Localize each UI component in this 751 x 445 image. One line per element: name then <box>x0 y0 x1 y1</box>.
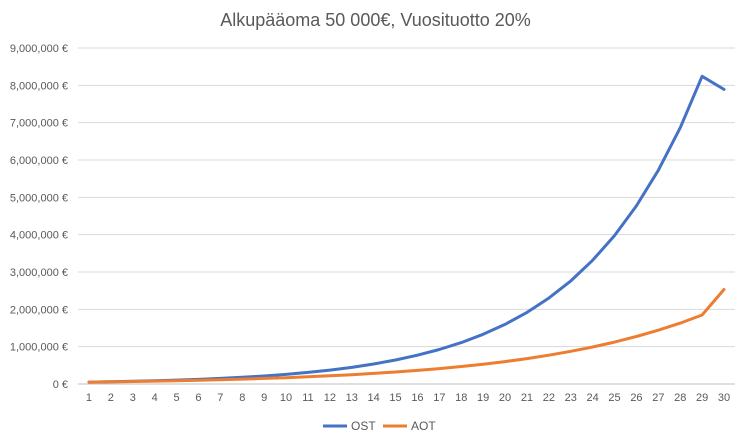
x-tick-label: 2 <box>108 392 114 404</box>
x-tick-label: 4 <box>152 392 158 404</box>
y-tick-label: 3,000,000 € <box>10 267 68 279</box>
x-tick-label: 13 <box>346 392 358 404</box>
x-tick-label: 9 <box>261 392 267 404</box>
x-tick-label: 14 <box>368 392 380 404</box>
legend-label-aot: AOT <box>411 419 436 433</box>
y-tick-label: 9,000,000 € <box>10 43 68 55</box>
y-tick-label: 5,000,000 € <box>10 192 68 204</box>
x-tick-label: 24 <box>587 392 599 404</box>
x-tick-label: 26 <box>630 392 642 404</box>
y-tick-label: 0 € <box>53 379 68 391</box>
chart-title: Alkupääoma 50 000€, Vuosituotto 20% <box>220 10 531 30</box>
x-tick-label: 27 <box>652 392 664 404</box>
y-tick-label: 8,000,000 € <box>10 80 68 92</box>
x-tick-label: 20 <box>499 392 511 404</box>
x-tick-label: 17 <box>433 392 445 404</box>
series-line-aot <box>87 288 726 384</box>
x-tick-label: 23 <box>565 392 577 404</box>
y-tick-label: 7,000,000 € <box>10 118 68 130</box>
x-tick-label: 28 <box>674 392 686 404</box>
x-tick-label: 8 <box>239 392 245 404</box>
x-tick-label: 29 <box>696 392 708 404</box>
x-tick-label: 21 <box>521 392 533 404</box>
x-tick-label: 16 <box>411 392 423 404</box>
y-tick-label: 6,000,000 € <box>10 155 68 167</box>
x-tick-label: 22 <box>543 392 555 404</box>
y-tick-label: 4,000,000 € <box>10 230 68 242</box>
x-tick-label: 5 <box>173 392 179 404</box>
x-tick-label: 1 <box>86 392 92 404</box>
x-tick-label: 12 <box>324 392 336 404</box>
y-tick-label: 1,000,000 € <box>10 342 68 354</box>
x-tick-label: 11 <box>302 392 313 404</box>
x-tick-label: 6 <box>195 392 201 404</box>
x-tick-label: 10 <box>280 392 292 404</box>
x-tick-label: 15 <box>389 392 401 404</box>
x-tick-label: 30 <box>718 392 730 404</box>
x-tick-label: 18 <box>455 392 467 404</box>
y-tick-label: 2,000,000 € <box>10 304 68 316</box>
x-tick-label: 19 <box>477 392 489 404</box>
x-tick-label: 25 <box>608 392 620 404</box>
x-tick-label: 3 <box>130 392 136 404</box>
legend-label-ost: OST <box>351 419 376 433</box>
x-tick-label: 7 <box>217 392 223 404</box>
